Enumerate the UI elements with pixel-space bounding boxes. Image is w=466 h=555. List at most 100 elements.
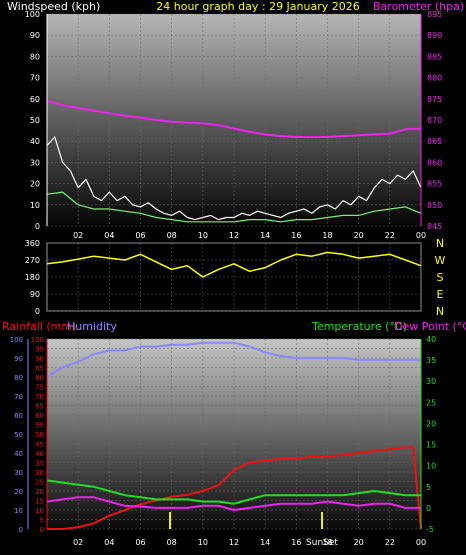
rain-panel-background xyxy=(47,339,421,529)
rainfall-tick-label: 75 xyxy=(35,384,44,392)
x-tick-label: 22 xyxy=(385,231,395,240)
temperature-tick-label: -5 xyxy=(426,525,434,534)
humidity-tick-label: 10 xyxy=(14,507,23,515)
barometer-tick-label: 865 xyxy=(427,137,442,146)
temperature-axis-label: Temperature (°C) xyxy=(311,320,407,333)
rainfall-tick-label: 10 xyxy=(35,507,44,515)
rainfall-tick-label: 60 xyxy=(35,412,44,420)
x-tick-label: 16 xyxy=(291,231,301,240)
x-tick-label: 22 xyxy=(385,538,395,547)
x-tick-label: 08 xyxy=(167,231,177,240)
x-tick-label: 00 xyxy=(416,231,426,240)
compass-label: N xyxy=(436,305,444,318)
direction-tick-label: 180 xyxy=(25,273,40,282)
chart-title: 24 hour graph day : 29 January 2026 xyxy=(156,0,360,13)
windspeed-tick-label: 90 xyxy=(30,31,40,40)
humidity-tick-label: 100 xyxy=(10,336,23,344)
windspeed-tick-label: 30 xyxy=(30,158,40,167)
direction-tick-label: 360 xyxy=(25,239,40,248)
barometer-tick-label: 860 xyxy=(427,158,442,167)
rainfall-tick-label: 100 xyxy=(31,336,44,344)
windspeed-tick-label: 40 xyxy=(30,137,40,146)
windspeed-tick-label: 80 xyxy=(30,52,40,61)
x-tick-label: 12 xyxy=(229,538,239,547)
rainfall-tick-label: 80 xyxy=(35,374,44,382)
x-tick-label: 14 xyxy=(260,538,270,547)
humidity-tick-label: 60 xyxy=(14,412,23,420)
rainfall-tick-label: 45 xyxy=(35,441,44,449)
x-tick-label: 20 xyxy=(354,231,364,240)
direction-series xyxy=(46,251,422,278)
wind-gust-line xyxy=(46,136,422,221)
rainfall-tick-label: 40 xyxy=(35,450,44,458)
x-tick-label: 16 xyxy=(291,538,301,547)
windspeed-tick-label: 20 xyxy=(30,180,40,189)
humidity-line xyxy=(46,341,421,378)
barometer-tick-label: 895 xyxy=(427,10,442,19)
barometer-tick-label: 890 xyxy=(427,31,442,40)
windspeed-tick-label: 0 xyxy=(35,222,40,231)
x-tick-label: 00 xyxy=(416,538,426,547)
windspeed-tick-labels: 0 10 20 30 40 50 60 70 80 90 100 xyxy=(25,10,40,231)
x-tick-label: 04 xyxy=(104,538,114,547)
rainfall-tick-label: 95 xyxy=(35,346,44,354)
rainfall-tick-label: 15 xyxy=(35,498,44,506)
sunset-label: SunSet xyxy=(306,538,338,548)
rain-series xyxy=(46,341,422,530)
rainfall-tick-label: 65 xyxy=(35,403,44,411)
x-tick-label: 18 xyxy=(322,538,332,547)
barometer-tick-labels: 845 850 855 860 865 870 875 880 885 890 895 xyxy=(427,10,442,231)
barometer-line xyxy=(46,99,422,138)
x-tick-label: 04 xyxy=(104,231,114,240)
rainfall-tick-label: 55 xyxy=(35,422,44,430)
x-tick-label: 14 xyxy=(260,231,270,240)
x-tick-label: 18 xyxy=(322,231,332,240)
windspeed-tick-label: 60 xyxy=(30,95,40,104)
temperature-line xyxy=(46,479,421,505)
temperature-tick-label: 30 xyxy=(426,377,436,386)
humidity-tick-label: 70 xyxy=(14,393,23,401)
rainfall-tick-label: 50 xyxy=(35,431,44,439)
compass-label: S xyxy=(437,271,444,284)
temperature-tick-label: 35 xyxy=(426,356,436,365)
rainfall-tick-label: 70 xyxy=(35,393,44,401)
windspeed-tick-label: 100 xyxy=(25,10,40,19)
barometer-tick-label: 870 xyxy=(427,116,442,125)
temperature-tick-label: 15 xyxy=(426,441,436,450)
temperature-tick-label: 20 xyxy=(426,419,436,428)
dew-point-axis-label: Dew Point (°C) xyxy=(394,320,466,333)
humidity-tick-label: 40 xyxy=(14,450,23,458)
rainfall-tick-label: 5 xyxy=(40,517,44,525)
barometer-axis-label: Barometer (hpa) xyxy=(373,0,464,13)
direction-tick-label: 90 xyxy=(30,290,40,299)
x-tick-label: 06 xyxy=(135,538,145,547)
rainfall-axis-label: Rainfall (mm) xyxy=(2,320,76,333)
x-tick-label: 02 xyxy=(73,538,83,547)
wind-series xyxy=(46,99,422,223)
x-tick-label: 20 xyxy=(354,538,364,547)
compass-label: W xyxy=(435,254,446,267)
windspeed-tick-label: 70 xyxy=(30,74,40,83)
humidity-tick-label: 0 xyxy=(19,526,23,534)
rainfall-tick-label: 0 xyxy=(40,526,44,534)
barometer-tick-label: 855 xyxy=(427,180,442,189)
rainfall-tick-label: 30 xyxy=(35,469,44,477)
rainfall-tick-label: 25 xyxy=(35,479,44,487)
windspeed-axis-label: Windspeed (kph) xyxy=(7,0,100,13)
humidity-tick-label: 30 xyxy=(14,469,23,477)
wind-panel-grid xyxy=(47,13,422,227)
wind-x-tick-labels: 02 04 06 08 10 12 14 16 18 20 22 00 xyxy=(73,231,426,240)
temperature-tick-label: 0 xyxy=(426,504,431,513)
direction-tick-label: 270 xyxy=(25,256,40,265)
direction-tick-label: 0 xyxy=(35,307,40,316)
barometer-tick-label: 885 xyxy=(427,52,442,61)
rainfall-tick-label: 85 xyxy=(35,365,44,373)
temperature-tick-label: 25 xyxy=(426,398,436,407)
x-tick-label: 02 xyxy=(73,231,83,240)
x-tick-label: 12 xyxy=(229,231,239,240)
rainfall-tick-label: 35 xyxy=(35,460,44,468)
dew-point-line xyxy=(46,496,421,511)
x-tick-label: 08 xyxy=(167,538,177,547)
humidity-tick-label: 50 xyxy=(14,431,23,439)
